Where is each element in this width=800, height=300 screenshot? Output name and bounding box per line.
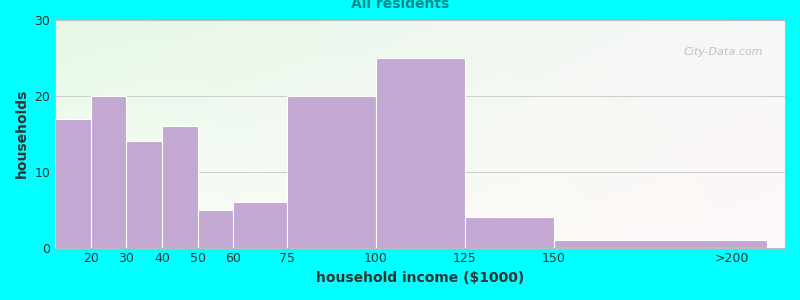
- Bar: [376, 58, 465, 247]
- Bar: [55, 118, 91, 247]
- Bar: [234, 202, 286, 248]
- X-axis label: household income ($1000): household income ($1000): [316, 271, 524, 285]
- Bar: [162, 126, 198, 248]
- Bar: [286, 96, 376, 247]
- Bar: [554, 240, 767, 247]
- Text: City-Data.com: City-Data.com: [684, 47, 763, 57]
- Text: All residents: All residents: [351, 0, 449, 11]
- Y-axis label: households: households: [15, 89, 29, 178]
- Bar: [465, 217, 554, 247]
- Bar: [126, 141, 162, 247]
- Bar: [198, 210, 234, 248]
- Bar: [91, 96, 126, 247]
